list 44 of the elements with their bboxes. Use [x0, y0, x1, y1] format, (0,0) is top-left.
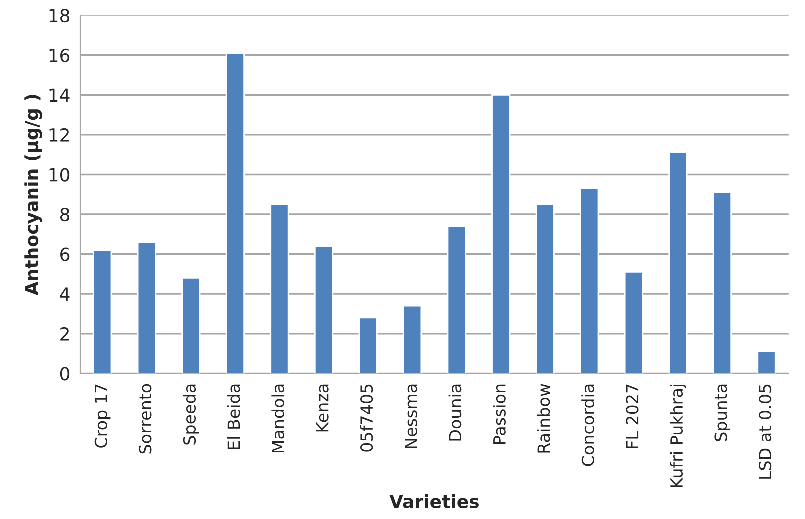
bar [182, 277, 201, 374]
x-tick-label: LSD at 0.05 [758, 384, 772, 479]
x-tick-label: Mandola [272, 384, 285, 453]
bar [447, 226, 466, 374]
x-tick-label: Rainbow [537, 384, 550, 453]
y-tick-label: 14 [50, 88, 70, 102]
y-tick-label: 6 [60, 248, 70, 262]
x-tick-label: Concordia [582, 384, 594, 466]
x-tick-label: Kenza [316, 384, 329, 432]
y-tick-label: 16 [50, 48, 70, 62]
y-tick-label: 2 [60, 327, 69, 341]
x-tick-label: Spunta [714, 384, 731, 442]
x-tick-label: Dounia [448, 384, 462, 441]
x-tick-label: 05f7405 [360, 384, 374, 452]
bar [137, 242, 156, 374]
y-tick-label: 18 [50, 9, 70, 23]
bar [580, 188, 600, 374]
bar [314, 246, 334, 374]
y-axis-title: Anthocyanin (µg/g ) [24, 95, 42, 296]
bar [668, 152, 688, 374]
x-tick-label: Nessma [405, 384, 418, 448]
bar [712, 192, 732, 374]
y-tick-label: 10 [50, 168, 70, 182]
y-tick-label: 4 [60, 288, 70, 301]
bar [536, 204, 555, 374]
x-tick-label: Sorrento [139, 384, 152, 454]
bar [757, 351, 776, 374]
x-tick-label: Kufri Pukhraj [670, 384, 686, 488]
x-tick-label: FL 2027 [626, 384, 639, 448]
bar [358, 317, 378, 374]
x-axis-title: Varieties [390, 494, 479, 508]
y-tick-label: 0 [60, 367, 70, 381]
bar [226, 52, 246, 374]
bar [492, 94, 511, 374]
bar [93, 250, 112, 374]
x-tick-label: Crop 17 [94, 384, 111, 448]
y-tick-label: 12 [50, 128, 69, 142]
bar [403, 305, 422, 374]
bar [270, 204, 290, 374]
y-tick-label: 8 [60, 208, 70, 222]
bar [624, 272, 644, 374]
x-tick-label: El Beida [227, 384, 240, 450]
x-tick-label: Passion [493, 384, 506, 444]
x-tick-label: Speeda [183, 384, 200, 445]
